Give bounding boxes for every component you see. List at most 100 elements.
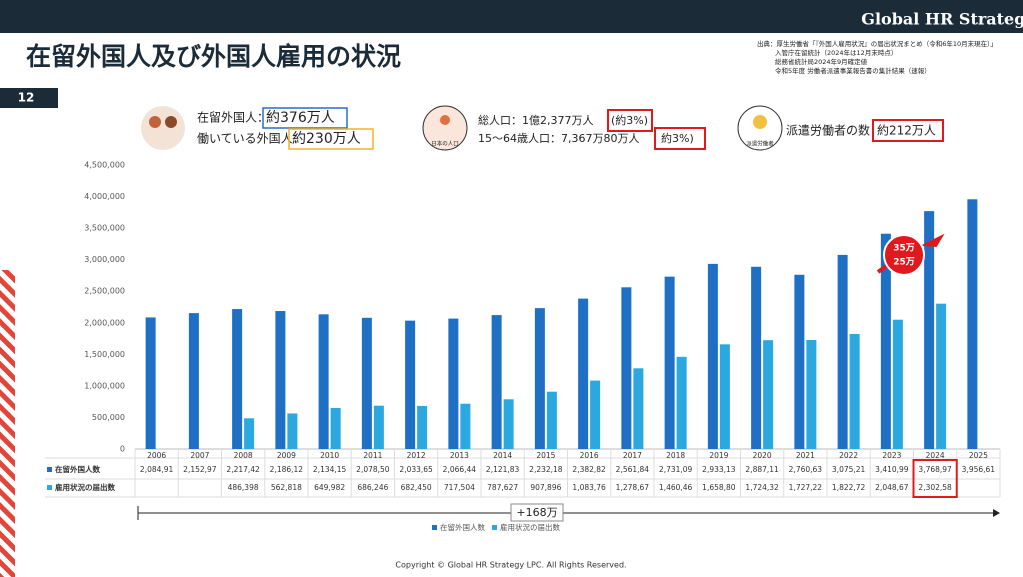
bar: [621, 287, 632, 449]
data-label: 2,078,50: [356, 465, 390, 474]
y-tick-label: 0: [120, 445, 125, 454]
data-label: 2,048,67: [875, 483, 909, 492]
data-label: 1,658,80: [702, 483, 736, 492]
x-tick-label: 2017: [623, 451, 642, 460]
y-tick-label: 4,000,000: [84, 192, 125, 201]
icon-label: 派遣労働者: [746, 140, 774, 148]
data-label: 1,822,72: [832, 483, 866, 492]
bar: [578, 298, 589, 449]
data-label: 686,246: [357, 483, 388, 492]
table-row-label: 雇用状況の届出数: [55, 482, 115, 492]
data-label: 2,033,65: [399, 465, 433, 474]
y-tick-label: 3,500,000: [84, 224, 125, 233]
table-row-label: 在留外国人数: [55, 464, 100, 474]
info-value: 約212万人: [877, 123, 936, 138]
x-tick-label: 2013: [450, 451, 469, 460]
y-tick-label: 1,000,000: [84, 381, 125, 390]
info-label: 派遣労働者の数：: [786, 123, 882, 138]
population-icon: [440, 115, 450, 125]
bar: [417, 405, 428, 449]
x-tick-label: 2022: [839, 451, 858, 460]
legend-label: 在留外国人数: [440, 522, 485, 532]
data-label: 2,933,13: [702, 465, 736, 474]
data-label: 3,956,61: [962, 465, 996, 474]
data-label: 3,768,97: [918, 465, 952, 474]
annotation-box: [510, 503, 564, 522]
table-legend-key: [47, 467, 52, 472]
bar: [287, 413, 298, 449]
data-label: 649,982: [314, 483, 345, 492]
data-label: 2,084,91: [140, 465, 174, 474]
family-icon: [165, 116, 177, 128]
family-icon: [141, 106, 185, 150]
y-tick-label: 2,500,000: [84, 287, 125, 296]
x-tick-label: 2007: [190, 451, 209, 460]
bar: [232, 309, 243, 449]
stripe-decoration: [0, 270, 15, 577]
highlight-box: [288, 128, 374, 150]
bar: [590, 380, 601, 449]
data-label: 1,724,32: [745, 483, 779, 492]
x-tick-label: 2011: [363, 451, 382, 460]
bar: [849, 333, 860, 449]
info-value: (約3%): [611, 113, 648, 127]
header-bar: [0, 0, 1023, 33]
x-tick-label: 2021: [796, 451, 815, 460]
bar: [936, 303, 947, 449]
data-label: 1,278,67: [616, 483, 650, 492]
page-number: 12: [18, 91, 35, 105]
annotation: 25万: [893, 257, 915, 268]
bar: [707, 263, 718, 449]
x-tick-label: 2019: [709, 451, 728, 460]
x-tick-label: 2018: [666, 451, 685, 460]
bar: [794, 274, 805, 449]
data-label: 2,561,84: [616, 465, 650, 474]
bar: [924, 211, 935, 449]
bar: [751, 266, 762, 449]
bar: [373, 405, 384, 449]
highlight-box: [654, 127, 706, 150]
y-tick-label: 1,500,000: [84, 350, 125, 359]
callout-arrow: [920, 233, 945, 248]
data-label: 1,083,76: [572, 483, 606, 492]
bar: [448, 318, 459, 449]
bar: [806, 339, 817, 449]
y-tick-label: 500,000: [92, 413, 125, 422]
bar: [491, 315, 502, 449]
info-value: 約230万人: [292, 131, 361, 147]
x-tick-label: 2009: [277, 451, 296, 460]
source: 令和5年度 労働者派遣事業報告書の集計結果（速報）: [775, 66, 931, 75]
x-tick-label: 2016: [580, 451, 599, 460]
data-label: 2,066,44: [443, 465, 477, 474]
bar: [534, 308, 545, 449]
highlight-box: [607, 109, 653, 132]
x-tick-label: 2006: [147, 451, 166, 460]
x-tick-label: 2024: [926, 451, 945, 460]
x-tick-label: 2015: [536, 451, 555, 460]
data-label: 2,382,82: [572, 465, 606, 474]
info-label: 在留外国人：: [197, 111, 269, 125]
icon-label: 日本の人口: [431, 140, 459, 148]
info-label: 働いている外国人：: [197, 132, 305, 146]
data-label: 3,075,21: [832, 465, 866, 474]
copyright: Copyright © Global HR Strategy LPC. All …: [395, 561, 626, 570]
bar: [460, 403, 471, 449]
legend-label: 雇用状況の届出数: [500, 522, 560, 532]
page-badge: [0, 88, 58, 108]
info-label: 15～64歳人口：7,367万80万人: [478, 132, 639, 145]
bar: [546, 391, 557, 449]
bar: [503, 399, 514, 449]
bar: [892, 319, 903, 449]
data-label: 787,627: [487, 483, 518, 492]
logo: Global HR Strategy: [861, 10, 1023, 29]
x-tick-label: 2008: [234, 451, 253, 460]
bar: [664, 276, 675, 449]
bar: [145, 317, 156, 449]
data-label: 2,887,11: [745, 465, 779, 474]
annotation: 35万: [893, 243, 915, 254]
y-tick-label: 4,500,000: [84, 161, 125, 170]
data-label: 1,460,46: [659, 483, 693, 492]
data-label: 3,410,99: [875, 465, 909, 474]
data-label: 2,760,63: [789, 465, 823, 474]
